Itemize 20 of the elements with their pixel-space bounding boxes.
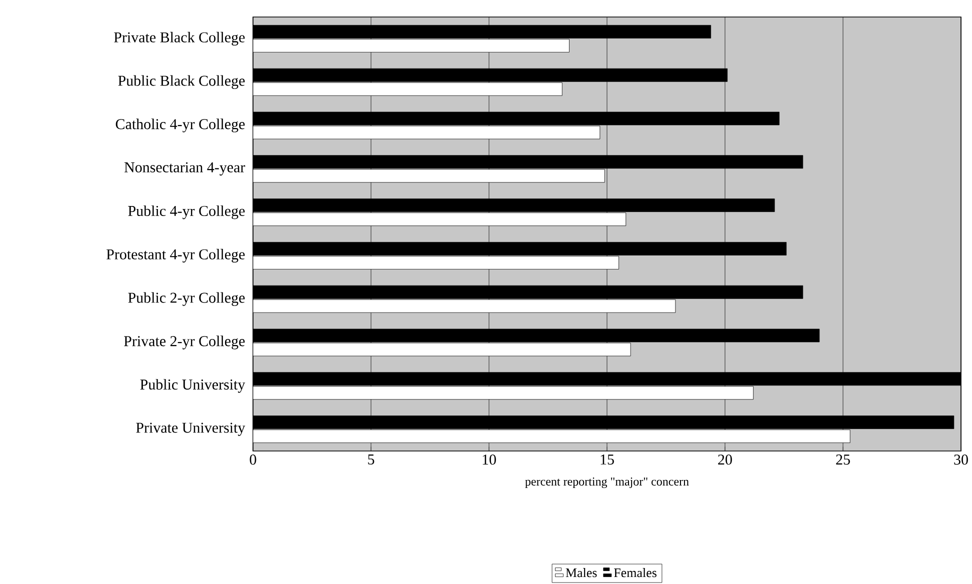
y-tick-label: Public 4-yr College <box>128 205 245 220</box>
x-tick-label: 15 <box>600 454 614 465</box>
y-tick-label: Private Black College <box>114 32 245 46</box>
y-tick-label: Private University <box>136 422 246 436</box>
y-tick-label: Catholic 4-yr College <box>116 118 245 132</box>
x-tick-label: 30 <box>954 454 968 465</box>
x-tick-label: 20 <box>718 454 732 465</box>
y-tick-label: Private 2-yr College <box>124 336 245 350</box>
y-tick-label: Public Black College <box>118 75 245 89</box>
legend-label: Females <box>614 568 656 578</box>
legend-label: Males <box>566 568 597 578</box>
y-tick-label: Public University <box>140 379 246 393</box>
y-tick-label: Protestant 4-yr College <box>106 248 245 263</box>
x-tick-label: 10 <box>482 454 496 465</box>
x-axis-title: percent reporting "major" concern <box>525 478 689 488</box>
x-tick-label: 0 <box>250 454 256 465</box>
y-tick-label: Nonsectarian 4-year <box>124 162 246 176</box>
x-tick-label: 5 <box>368 454 374 464</box>
x-tick-label: 25 <box>836 454 850 465</box>
y-tick-label: Public 2-yr College <box>128 292 245 306</box>
